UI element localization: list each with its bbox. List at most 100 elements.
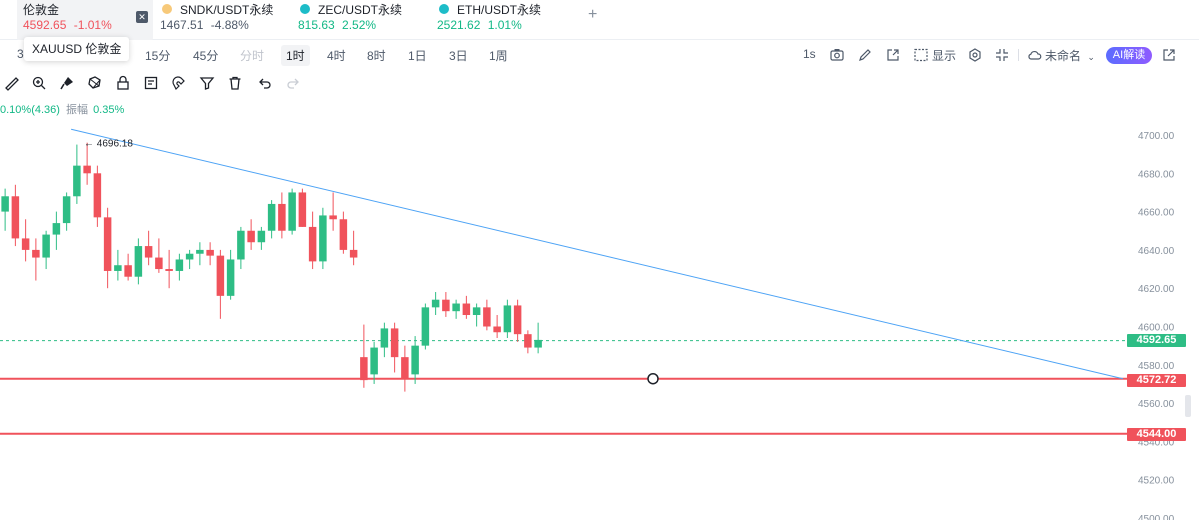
interval-1d[interactable]: 1日 [408,49,427,63]
candle-up[interactable] [1,196,9,212]
interval-3d[interactable]: 3日 [449,49,468,63]
ticker-tab-xau[interactable]: 伦敦金 4592.65 -1.01% ✕ [17,0,153,40]
candle-up[interactable] [421,307,430,346]
y-tick-label: 4500.00 [1138,514,1175,520]
candle-up[interactable] [185,253,194,260]
fullscreen-icon[interactable] [995,48,1009,62]
ai-analysis-button[interactable]: AI解读 [1106,47,1152,64]
candle-down[interactable] [124,265,132,277]
candle-down[interactable] [144,246,153,258]
candle-up[interactable] [472,307,481,316]
undo-icon[interactable] [257,75,273,91]
ruler-icon[interactable] [4,75,20,91]
filter-icon[interactable] [199,75,215,91]
candle-up[interactable] [319,215,327,262]
candle-down[interactable] [339,219,348,250]
interval-1w[interactable]: 1周 [489,49,508,63]
candle-down[interactable] [165,269,173,271]
seconds-button[interactable]: 1s [803,47,816,61]
share-icon[interactable] [886,48,900,62]
candle-down[interactable] [298,192,307,227]
candle-up[interactable] [42,234,50,258]
layout-name-dropdown[interactable]: 未命名 ⌄ [1045,47,1095,64]
candle-up[interactable] [380,328,389,348]
candle-down[interactable] [513,305,522,335]
candle-down[interactable] [349,249,358,258]
redo-icon[interactable] [285,75,301,91]
ticker-price-change: 1467.51 -4.88% [160,18,249,32]
close-icon[interactable]: ✕ [136,11,148,23]
note-icon[interactable] [143,75,159,91]
candle-down[interactable] [216,255,225,296]
interval-8h[interactable]: 8时 [367,49,386,63]
interval-1h[interactable]: 1时 [281,45,310,66]
camera-icon[interactable] [830,48,844,61]
candle-up[interactable] [288,192,296,231]
candle-down[interactable] [493,326,501,333]
candle-up[interactable] [62,196,71,224]
candle-down[interactable] [247,230,255,243]
candle-down[interactable] [103,217,112,271]
lock-icon[interactable] [115,75,131,91]
candle-up[interactable] [226,259,235,296]
candle-down[interactable] [442,299,450,312]
interval-first[interactable]: 3 [17,47,24,61]
interval-4h[interactable]: 4时 [327,49,346,63]
trend-line[interactable] [71,128,1124,380]
candle-down[interactable] [93,173,102,218]
pencil-icon[interactable] [858,48,872,62]
candle-down[interactable] [390,328,399,358]
candle-up[interactable] [411,345,419,375]
candle-up[interactable] [257,230,266,243]
candle-down[interactable] [524,334,532,348]
candle-down[interactable] [11,196,20,239]
settings-icon[interactable] [968,48,982,62]
candle-up[interactable] [534,339,542,348]
candle-up[interactable] [175,259,184,271]
candle-down[interactable] [278,203,286,231]
candle-up[interactable] [114,265,122,271]
candle-down[interactable] [83,165,91,174]
scrollbar-handle[interactable] [1185,395,1191,417]
candle-up[interactable] [370,347,378,375]
add-tab-icon[interactable]: + [588,6,598,23]
candle-down[interactable] [360,357,368,381]
magnet-icon[interactable] [171,75,187,91]
candle-up[interactable] [73,165,81,197]
candle-up[interactable] [134,246,143,277]
candle-down[interactable] [483,307,491,327]
candle-down[interactable] [401,357,409,379]
candle-up[interactable] [452,303,460,312]
level-price-tag[interactable]: 4544.00 [1127,428,1186,441]
interval-timeline[interactable]: 分时 [240,49,265,63]
zoom-in-icon[interactable] [31,75,47,91]
interval-15m[interactable]: 15分 [145,49,171,63]
anchor-handle[interactable] [647,372,659,385]
candle-up[interactable] [237,230,245,260]
brush-icon[interactable] [59,75,75,91]
level-price-tag[interactable]: 4572.72 [1127,374,1186,387]
cloud-icon[interactable] [1027,48,1042,62]
candle-down[interactable] [155,257,163,270]
ticker-tab-zec[interactable]: ZEC/USDT永续 815.63 2.52% [298,0,418,40]
candle-up[interactable] [196,249,204,254]
candle-down[interactable] [32,249,40,258]
ticker-tab-sndk[interactable]: SNDK/USDT永续 1467.51 -4.88% [160,0,285,40]
candle-up[interactable] [52,223,61,235]
trash-icon[interactable] [227,75,243,91]
layout-icon[interactable] [914,48,928,62]
candle-down[interactable] [206,249,214,256]
candle-down[interactable] [21,238,30,250]
interval-45m[interactable]: 45分 [193,49,219,63]
candle-up[interactable] [267,203,276,231]
candle-down[interactable] [308,226,317,262]
candle-up[interactable] [503,305,512,333]
polygon-icon[interactable] [87,75,103,91]
display-button[interactable]: 显示 [932,49,957,63]
candle-down[interactable] [462,303,471,316]
candle-down[interactable] [329,215,337,220]
ticker-tab-eth[interactable]: ETH/USDT永续 2521.62 1.01% [437,0,557,40]
external-link-icon[interactable] [1162,48,1176,62]
candle-up[interactable] [431,299,440,308]
